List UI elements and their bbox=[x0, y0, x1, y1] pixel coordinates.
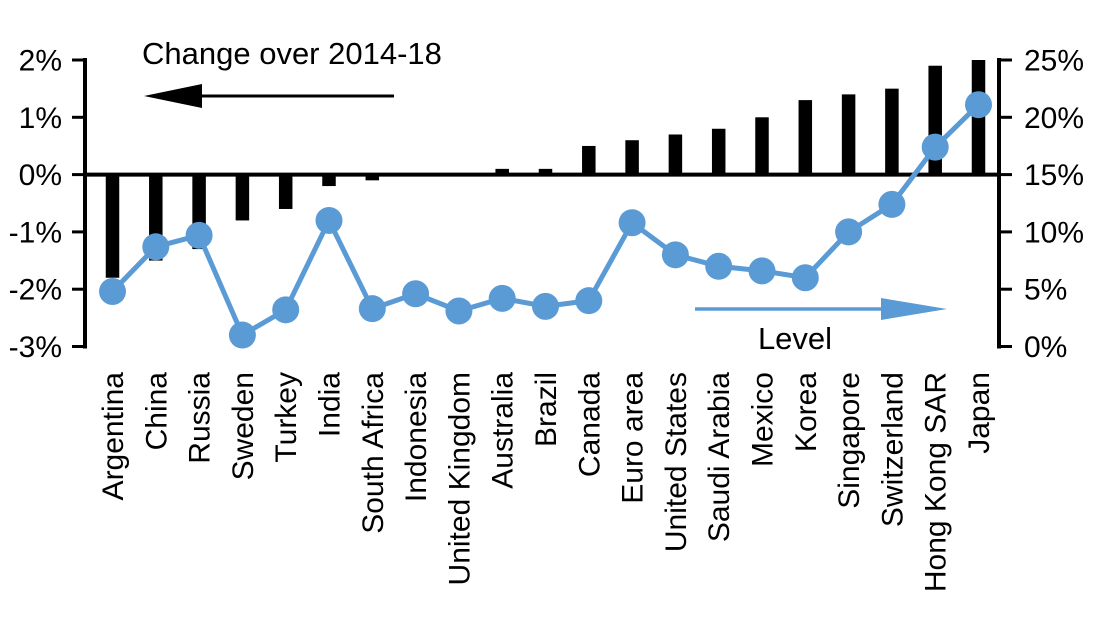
category-label-turkey: Turkey bbox=[270, 372, 303, 463]
level-dot-sweden bbox=[228, 321, 256, 349]
left-axis-tick-label: -3% bbox=[9, 331, 62, 364]
left-axis-tick-label: 0% bbox=[19, 159, 62, 192]
category-label-japan: Japan bbox=[963, 372, 996, 454]
level-dot-switzerland bbox=[878, 190, 906, 218]
category-label-argentina: Argentina bbox=[97, 372, 130, 501]
bar-singapore bbox=[841, 94, 856, 175]
level-dot-india bbox=[315, 206, 343, 234]
level-dot-turkey bbox=[272, 296, 300, 324]
category-axis: Argentina China Russia Sweden Turkey India Sou… bbox=[97, 372, 996, 592]
change-arrow-head bbox=[144, 84, 202, 108]
bar-india bbox=[322, 174, 336, 187]
category-label-russia: Russia bbox=[184, 372, 217, 464]
level-dot-singapore bbox=[835, 218, 863, 246]
category-label-south-africa: South Africa bbox=[357, 372, 390, 534]
bar-australia bbox=[495, 168, 509, 175]
bar-saudi-arabia bbox=[711, 128, 726, 175]
category-label-mexico: Mexico bbox=[747, 372, 780, 467]
level-dot-hong-kong-sar bbox=[921, 133, 949, 161]
bar-turkey bbox=[278, 174, 293, 209]
chart-title: Change over 2014-18 bbox=[142, 36, 442, 71]
category-label-canada: Canada bbox=[573, 372, 606, 477]
bar-mexico bbox=[755, 117, 769, 175]
level-dot-korea bbox=[791, 264, 819, 292]
right-axis-tick-label: 20% bbox=[1024, 102, 1084, 135]
level-arrow-head bbox=[881, 298, 947, 320]
bar-sweden bbox=[235, 174, 250, 221]
category-label-united-kingdom: United Kingdom bbox=[443, 372, 476, 585]
category-label-korea: Korea bbox=[790, 372, 823, 452]
bar-switzerland bbox=[885, 88, 899, 175]
category-label-brazil: Brazil bbox=[530, 372, 563, 447]
category-label-singapore: Singapore bbox=[833, 372, 866, 509]
right-axis-tick-label: 25% bbox=[1024, 45, 1084, 78]
level-dot-euro-area bbox=[618, 209, 646, 237]
bar-brazil bbox=[538, 168, 553, 175]
category-label-sweden: Sweden bbox=[227, 372, 260, 480]
category-label-hong-kong-sar: Hong Kong SAR bbox=[920, 372, 953, 592]
level-dot-saudi-arabia bbox=[705, 252, 733, 280]
level-dot-series bbox=[99, 91, 992, 349]
bar-canada bbox=[582, 145, 596, 175]
level-dot-argentina bbox=[99, 277, 126, 305]
category-label-india: India bbox=[314, 372, 347, 437]
level-dot-south-africa bbox=[358, 295, 386, 323]
bar-united-states bbox=[668, 134, 683, 175]
level-dot-indonesia bbox=[402, 280, 430, 308]
bar-euro-area bbox=[625, 140, 639, 175]
change-bar-series bbox=[105, 60, 986, 278]
bar-argentina bbox=[105, 174, 120, 278]
level-dot-mexico bbox=[748, 257, 776, 285]
category-label-china: China bbox=[140, 372, 173, 451]
level-dot-canada bbox=[575, 287, 603, 315]
left-axis-tick-label: -2% bbox=[9, 274, 62, 307]
level-arrow-label: Level bbox=[757, 321, 833, 356]
right-axis-tick-label: 10% bbox=[1024, 216, 1084, 249]
bar-south-africa bbox=[365, 174, 380, 181]
level-dot-united-kingdom bbox=[445, 297, 473, 325]
category-label-united-states: United States bbox=[660, 372, 693, 552]
level-dot-russia bbox=[185, 221, 213, 249]
right-axis: 25% 20% 15% 10% 5% 0% bbox=[999, 45, 1084, 364]
left-axis-tick-label: 2% bbox=[19, 45, 62, 78]
level-dot-japan bbox=[965, 91, 992, 119]
right-axis-tick-label: 5% bbox=[1024, 274, 1067, 307]
category-label-switzerland: Switzerland bbox=[876, 372, 909, 527]
right-axis-tick-label: 15% bbox=[1024, 159, 1084, 192]
left-axis-tick-label: -1% bbox=[9, 216, 62, 249]
category-label-euro-area: Euro area bbox=[617, 372, 650, 504]
left-axis-tick-label: 1% bbox=[19, 102, 62, 135]
category-label-saudi-arabia: Saudi Arabia bbox=[703, 372, 736, 542]
bar-korea bbox=[798, 100, 813, 175]
category-label-indonesia: Indonesia bbox=[400, 372, 433, 502]
level-dot-china bbox=[142, 233, 170, 261]
category-label-australia: Australia bbox=[487, 372, 520, 489]
level-dot-brazil bbox=[532, 292, 559, 320]
level-dot-australia bbox=[488, 284, 516, 312]
right-axis-tick-label: 0% bbox=[1024, 331, 1067, 364]
left-axis: 2% 1% 0% -1% -2% -3% bbox=[9, 45, 85, 364]
level-dot-united-states bbox=[661, 241, 689, 269]
